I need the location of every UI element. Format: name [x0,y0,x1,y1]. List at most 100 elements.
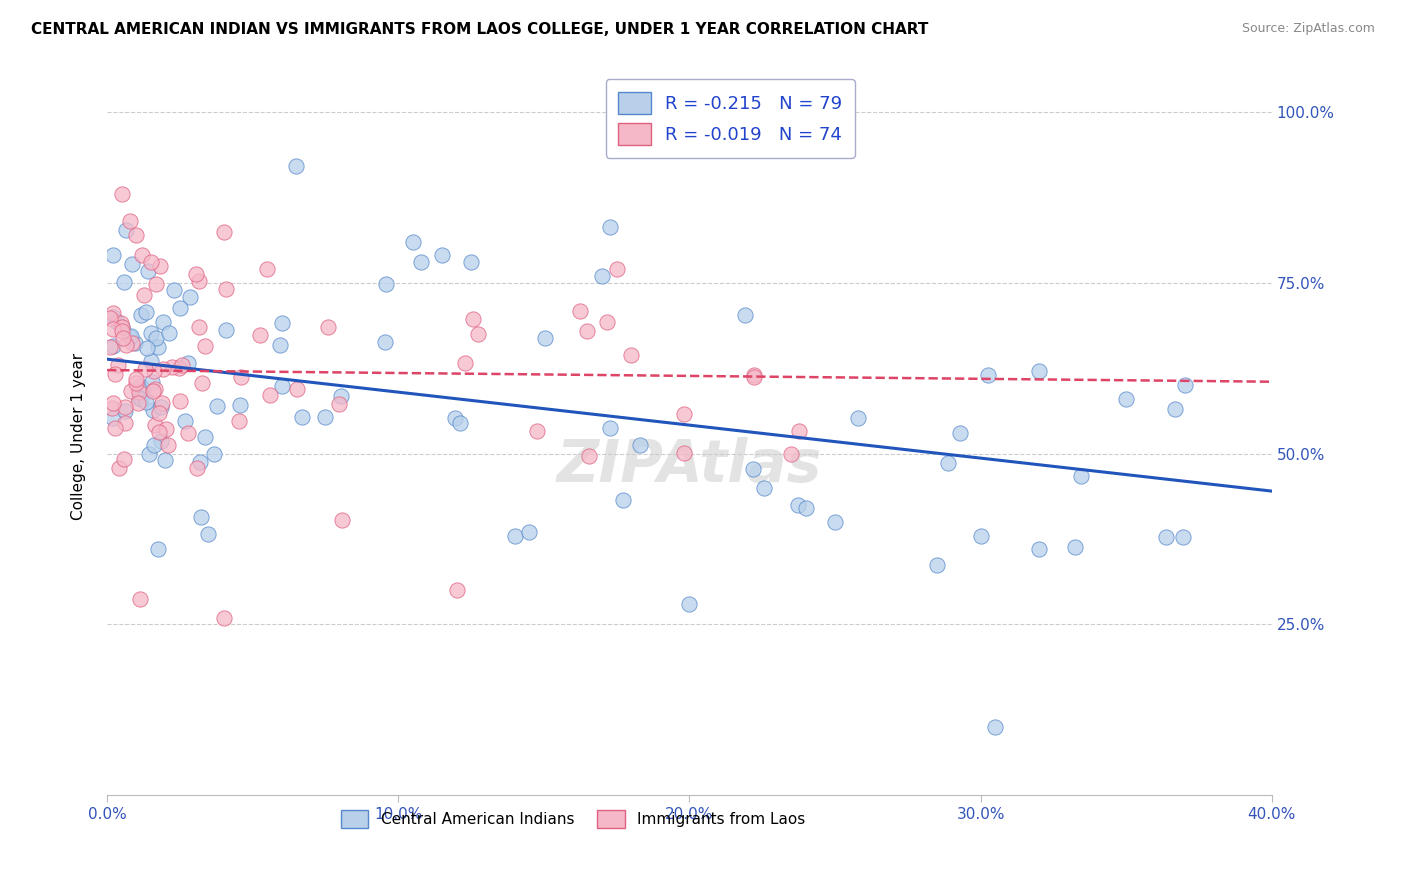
Point [139,354,162,368]
Text: CENTRAL AMERICAN INDIAN VS IMMIGRANTS FROM LAOS COLLEGE, UNDER 1 YEAR CORRELATIO: CENTRAL AMERICAN INDIAN VS IMMIGRANTS FR… [31,22,928,37]
Point [228,398,250,412]
Point [101,411,124,425]
Point [190,376,212,391]
Point [121,257,143,271]
Point [188,455,211,469]
Point [120,214,142,228]
Point [212,225,235,239]
Point [1154,530,1177,544]
Point [152,315,174,329]
Point [188,274,211,288]
Point [453,356,475,370]
Point [129,392,152,406]
Point [328,396,350,410]
Point [101,310,124,324]
Point [101,321,124,335]
Point [1028,364,1050,378]
Point [128,384,150,399]
Point [142,402,165,417]
Point [121,336,143,351]
Point [259,387,281,401]
Point [112,275,135,289]
Point [1028,542,1050,557]
Point [138,447,160,461]
Point [270,316,292,330]
Point [1115,392,1137,406]
Point [194,339,217,353]
Point [575,324,598,338]
Point [467,326,489,341]
Point [150,434,173,448]
Point [128,391,150,405]
Point [186,461,208,475]
Point [110,325,132,339]
Point [846,411,869,425]
Point [152,362,174,376]
Point [430,248,453,262]
Point [101,339,124,353]
Point [169,394,191,409]
Point [135,304,157,318]
Point [139,326,162,340]
Point [118,330,141,344]
Text: Source: ZipAtlas.com: Source: ZipAtlas.com [1241,22,1375,36]
Point [503,528,526,542]
Point [125,376,148,390]
Point [672,408,695,422]
Point [599,421,621,435]
Point [111,320,134,334]
Legend: Central American Indians, Immigrants from Laos: Central American Indians, Immigrants fro… [335,804,811,834]
Point [628,438,651,452]
Point [271,378,294,392]
Point [111,331,134,345]
Point [131,248,153,262]
Point [620,348,643,362]
Point [314,409,336,424]
Point [155,422,177,436]
Point [150,396,173,410]
Point [169,301,191,315]
Point [115,338,138,352]
Point [606,261,628,276]
Point [101,248,124,262]
Point [143,383,166,397]
Point [925,558,948,572]
Point [824,515,846,529]
Point [125,227,148,242]
Point [129,379,152,393]
Point [591,268,613,283]
Point [742,369,765,384]
Point [1064,540,1087,554]
Point [599,219,621,234]
Point [101,306,124,320]
Point [231,369,253,384]
Point [449,417,471,431]
Point [741,462,763,476]
Point [285,382,308,396]
Point [460,255,482,269]
Point [112,452,135,467]
Point [114,417,136,431]
Text: ZIPAtlas: ZIPAtlas [557,437,823,493]
Point [101,401,124,415]
Point [141,375,163,389]
Point [145,277,167,291]
Point [612,493,634,508]
Point [110,316,132,330]
Point [142,384,165,399]
Point [114,400,136,414]
Point [143,364,166,378]
Point [1173,378,1195,392]
Point [443,410,465,425]
Point [135,395,157,409]
Point [194,429,217,443]
Point [110,320,132,334]
Point [754,482,776,496]
Point [190,510,212,524]
Point [578,449,600,463]
Point [977,368,1000,382]
Point [143,417,166,432]
Point [184,267,207,281]
Point [212,610,235,624]
Point [249,328,271,343]
